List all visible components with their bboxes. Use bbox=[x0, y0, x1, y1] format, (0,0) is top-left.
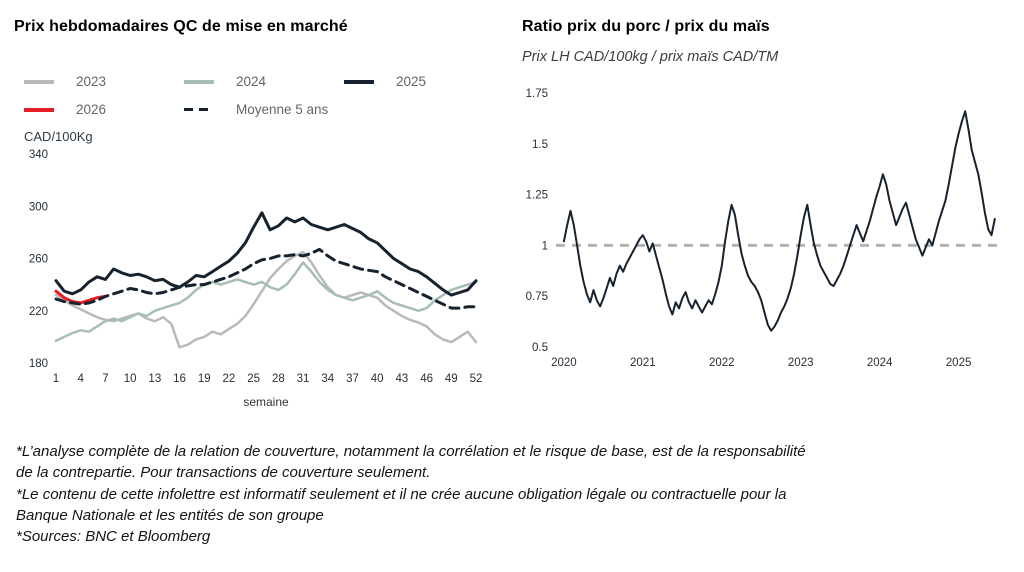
legend-label-2025: 2025 bbox=[396, 74, 427, 89]
x-tick-label: 52 bbox=[470, 373, 483, 385]
legend-item-moyenne-5-ans: Moyenne 5 ans bbox=[184, 102, 344, 117]
x-tick-label: 2024 bbox=[867, 357, 893, 369]
x-tick-label: 2022 bbox=[709, 357, 735, 369]
footnote-line: *Sources: BNC et Bloomberg bbox=[16, 528, 211, 546]
y-tick-label: 1.75 bbox=[526, 88, 548, 100]
x-tick-label: 10 bbox=[124, 373, 137, 385]
x-tick-label: 37 bbox=[346, 373, 359, 385]
x-tick-label: 2021 bbox=[630, 357, 656, 369]
x-tick-label: 1 bbox=[53, 373, 59, 385]
y-tick-label: 1.25 bbox=[526, 190, 548, 202]
y-tick-label: 1.5 bbox=[532, 139, 548, 151]
x-tick-label: 46 bbox=[420, 373, 433, 385]
x-tick-label: 2023 bbox=[788, 357, 814, 369]
legend-label-2024: 2024 bbox=[236, 74, 267, 89]
footnote-line: de la contrepartie. Pour transactions de… bbox=[16, 464, 431, 482]
charts-row: Prix hebdomadaires QC de mise en marché … bbox=[14, 18, 1010, 411]
y-tick-label: 180 bbox=[29, 358, 48, 370]
x-tick-label: 43 bbox=[395, 373, 408, 385]
series-ratio-porc-mais bbox=[562, 110, 996, 332]
series-2025 bbox=[54, 211, 478, 297]
y-tick-label: 0.75 bbox=[526, 291, 548, 303]
legend-item-2023: 2023 bbox=[24, 74, 184, 89]
y-tick-label: 1 bbox=[542, 240, 548, 252]
x-tick-label: 2025 bbox=[946, 357, 972, 369]
legend-item-2026: 2026 bbox=[24, 102, 184, 117]
legend-swatch-2024 bbox=[184, 79, 214, 84]
x-tick-label: 34 bbox=[321, 373, 334, 385]
footnote-line: *L’analyse complète de la relation de co… bbox=[16, 443, 806, 460]
legend-label-2023: 2023 bbox=[76, 74, 107, 89]
legend-item-2024: 2024 bbox=[184, 74, 344, 89]
legend-swatch-moyenne-5-ans bbox=[184, 107, 214, 112]
y-tick-label: 300 bbox=[29, 201, 48, 213]
legend-swatch-2023 bbox=[24, 79, 54, 84]
footnotes: *L’analyse complète de la relation de co… bbox=[16, 441, 1010, 547]
weekly-price-chart-section: Prix hebdomadaires QC de mise en marché … bbox=[14, 18, 516, 411]
series-moyenne-5-ans bbox=[54, 247, 478, 310]
left-chart-title: Prix hebdomadaires QC de mise en marché bbox=[14, 18, 348, 35]
series-2023 bbox=[54, 250, 478, 349]
x-tick-label: 2020 bbox=[551, 357, 577, 369]
weekly-price-chart: 180 220 260 300 340 1 4 7 10 13 16 19 22 25 28 31 34 37 40… bbox=[29, 149, 483, 409]
legend-swatch-2026 bbox=[24, 107, 54, 112]
legend-label-moyenne-5-ans: Moyenne 5 ans bbox=[236, 102, 329, 117]
series-2024 bbox=[54, 261, 478, 343]
series-2026 bbox=[54, 289, 107, 305]
x-tick-label: 4 bbox=[78, 373, 85, 385]
legend-swatch-2025 bbox=[344, 79, 374, 84]
x-tick-label: 40 bbox=[371, 373, 384, 385]
ratio-chart: 0.5 0.75 1 1.25 1.5 1.75 2020 2021 2022 2023 2024 2… bbox=[526, 88, 1002, 369]
x-tick-label: 7 bbox=[102, 373, 108, 385]
x-tick-label: 25 bbox=[247, 373, 260, 385]
x-tick-label: 22 bbox=[223, 373, 236, 385]
left-chart-legend: 2023 2024 2025 2026 Moyenne 5 ans bbox=[24, 74, 516, 117]
x-tick-label: 49 bbox=[445, 373, 458, 385]
x-tick-label: 31 bbox=[297, 373, 310, 385]
right-chart-subtitle: Prix LH CAD/100kg / prix maïs CAD/TM bbox=[522, 49, 779, 65]
ratio-chart-section: Ratio prix du porc / prix du maïs Prix L… bbox=[516, 18, 1010, 383]
y-tick-label: 0.5 bbox=[532, 342, 548, 354]
y-tick-label: 260 bbox=[29, 254, 48, 266]
right-chart-title: Ratio prix du porc / prix du maïs bbox=[522, 18, 770, 35]
legend-label-2026: 2026 bbox=[76, 102, 107, 117]
x-tick-label: 28 bbox=[272, 373, 285, 385]
x-axis-label: semaine bbox=[243, 395, 289, 409]
x-tick-label: 19 bbox=[198, 373, 211, 385]
left-chart-unit-label: CAD/100Kg bbox=[24, 129, 93, 144]
y-tick-label: 340 bbox=[29, 149, 48, 161]
y-tick-label: 220 bbox=[29, 306, 48, 318]
footnote-line: Banque Nationale et les entités de son g… bbox=[16, 506, 324, 524]
x-tick-label: 16 bbox=[173, 373, 186, 385]
x-tick-label: 13 bbox=[148, 373, 161, 385]
legend-item-2025: 2025 bbox=[344, 74, 516, 89]
footnote-line: *Le contenu de cette infolettre est info… bbox=[16, 485, 787, 503]
